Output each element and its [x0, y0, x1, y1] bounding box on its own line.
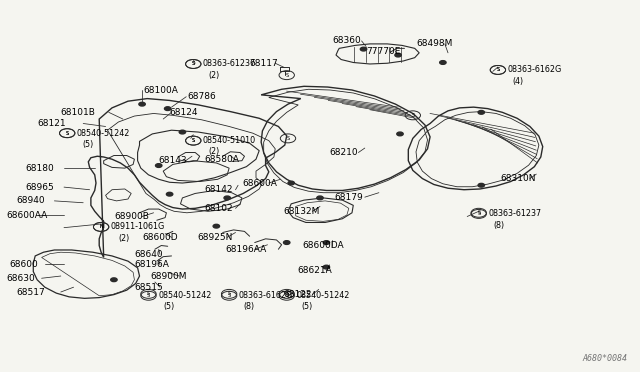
Text: S: S [477, 211, 480, 217]
Text: 68122: 68122 [283, 290, 312, 299]
Text: 68600: 68600 [10, 260, 38, 269]
Text: 68900B: 68900B [114, 212, 148, 221]
Text: 68600AA: 68600AA [6, 211, 47, 219]
Text: 68600DA: 68600DA [302, 241, 344, 250]
Circle shape [164, 107, 171, 110]
Circle shape [478, 110, 484, 114]
Circle shape [156, 164, 162, 167]
Circle shape [323, 241, 330, 244]
Text: 68640: 68640 [134, 250, 163, 259]
Text: A680*0084: A680*0084 [582, 354, 627, 363]
Text: N: N [99, 224, 103, 230]
Text: 68498M: 68498M [416, 39, 452, 48]
Text: S: S [228, 291, 230, 296]
Text: S: S [285, 73, 288, 78]
Text: S: S [192, 61, 195, 67]
Text: (2): (2) [208, 71, 220, 80]
Text: S: S [147, 291, 150, 296]
Text: (2): (2) [208, 147, 220, 156]
Text: 68102: 68102 [205, 204, 234, 213]
Text: S: S [412, 113, 414, 118]
Text: 68210: 68210 [330, 148, 358, 157]
Text: 68117: 68117 [250, 59, 278, 68]
Text: (8): (8) [244, 302, 255, 311]
Text: S: S [192, 138, 195, 143]
Text: (8): (8) [493, 221, 504, 230]
Circle shape [179, 130, 186, 134]
Text: 68925N: 68925N [197, 233, 232, 242]
Text: 68600A: 68600A [242, 179, 276, 187]
Text: 68940: 68940 [16, 196, 45, 205]
Text: (4): (4) [513, 77, 524, 86]
Circle shape [360, 47, 367, 51]
Text: (5): (5) [301, 302, 313, 311]
Text: 68310N: 68310N [500, 174, 536, 183]
Text: S: S [285, 293, 288, 298]
Circle shape [288, 181, 294, 185]
Text: 68515: 68515 [134, 283, 163, 292]
Circle shape [323, 265, 330, 269]
Circle shape [139, 102, 145, 106]
Text: (5): (5) [163, 302, 175, 311]
Text: 08363-61237: 08363-61237 [203, 60, 256, 68]
Text: S: S [287, 136, 289, 141]
Circle shape [213, 224, 220, 228]
Text: S: S [66, 131, 68, 136]
Text: 68180: 68180 [26, 164, 54, 173]
Text: 08363-61237: 08363-61237 [488, 209, 541, 218]
Text: S: S [192, 61, 195, 67]
Text: S: S [147, 293, 150, 298]
Circle shape [395, 53, 401, 57]
Text: 08911-1061G: 08911-1061G [111, 222, 165, 231]
Circle shape [397, 132, 403, 136]
Text: S: S [497, 67, 499, 73]
Text: 08540-51242: 08540-51242 [296, 291, 349, 300]
Text: 68196AA: 68196AA [225, 245, 266, 254]
Text: 68142: 68142 [205, 185, 234, 194]
Circle shape [284, 241, 290, 244]
Circle shape [478, 183, 484, 187]
Text: S: S [192, 138, 195, 143]
Text: (2): (2) [118, 234, 130, 243]
Text: 68101B: 68101B [61, 108, 95, 117]
Text: 68196A: 68196A [134, 260, 169, 269]
Text: 68580A: 68580A [205, 155, 239, 164]
Text: 68517: 68517 [16, 288, 45, 296]
Text: 68965: 68965 [26, 183, 54, 192]
Text: 68132M: 68132M [283, 207, 319, 216]
Text: 08540-51010: 08540-51010 [203, 136, 256, 145]
Text: 68121: 68121 [37, 119, 66, 128]
Text: 08363-6162G: 08363-6162G [508, 65, 562, 74]
Text: 68100A: 68100A [143, 86, 178, 94]
Text: 08540-51242: 08540-51242 [158, 291, 211, 300]
Text: 68179: 68179 [334, 193, 363, 202]
Text: S: S [477, 210, 480, 215]
Text: 68630: 68630 [6, 274, 35, 283]
Text: 08540-51242: 08540-51242 [77, 129, 130, 138]
Text: 68786: 68786 [187, 92, 216, 101]
Circle shape [166, 192, 173, 196]
Circle shape [224, 196, 230, 200]
Text: 68621A: 68621A [298, 266, 332, 275]
Circle shape [440, 61, 446, 64]
Circle shape [317, 196, 323, 200]
Text: 68600D: 68600D [142, 233, 178, 242]
Circle shape [111, 278, 117, 282]
Text: (5): (5) [82, 140, 93, 149]
Text: 77770E: 77770E [366, 47, 401, 56]
Text: S: S [228, 293, 230, 298]
Text: 08363-6162G: 08363-6162G [239, 291, 293, 300]
Text: S: S [66, 131, 68, 136]
Text: 68143: 68143 [159, 156, 188, 165]
Text: 68900M: 68900M [150, 272, 187, 280]
Text: 68124: 68124 [170, 108, 198, 117]
Text: S: S [285, 291, 288, 296]
Text: N: N [99, 224, 103, 230]
Text: S: S [497, 67, 499, 73]
Text: 68360: 68360 [333, 36, 362, 45]
